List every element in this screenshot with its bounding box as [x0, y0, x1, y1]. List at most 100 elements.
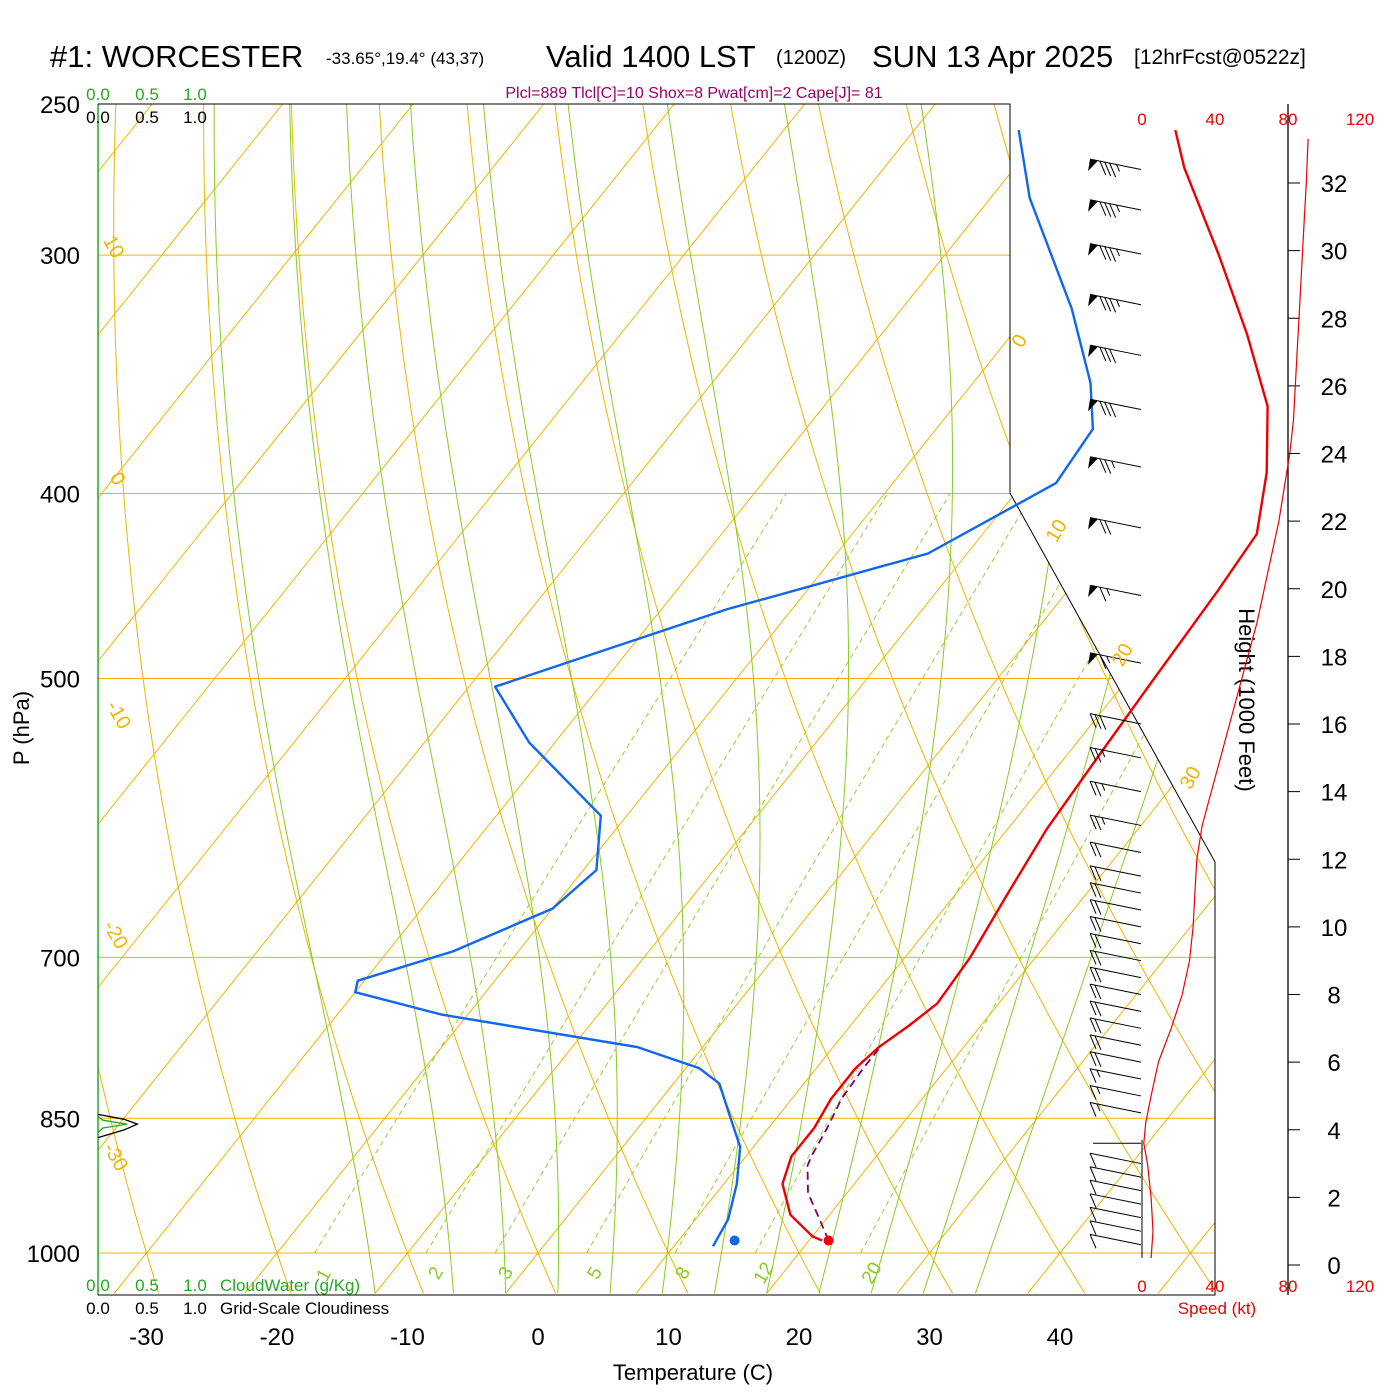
barb-half	[1101, 783, 1106, 791]
barb-full	[1089, 814, 1097, 830]
barb-staff	[1089, 841, 1142, 853]
barb-full	[1104, 459, 1112, 474]
thermo-grid	[0, 70, 1215, 1294]
x-tick-label: -20	[260, 1324, 295, 1351]
barb-staff	[1089, 1152, 1142, 1165]
barb-staff	[1089, 344, 1142, 356]
wind-barb	[1088, 199, 1142, 218]
barb-full	[1089, 916, 1097, 931]
barb-full	[1109, 348, 1117, 364]
barb-pennant	[1088, 652, 1098, 665]
barb-half	[1106, 655, 1111, 664]
x-tick-label: -30	[129, 1324, 164, 1351]
dry-adiabat-line	[0, 70, 26, 1293]
barb-full	[1094, 782, 1102, 797]
mixing-ratio-label: 20	[858, 1259, 887, 1288]
barb-full	[1099, 346, 1107, 362]
parcel-line	[806, 1046, 881, 1241]
pressure-tick-label: 300	[40, 243, 80, 270]
mixing-ratio-line	[586, 493, 1034, 1254]
isotherm-line	[98, 104, 702, 1294]
x-axis-title: Temperature (C)	[613, 1360, 773, 1385]
barb-full	[1104, 202, 1112, 217]
wind-barb	[1089, 1166, 1142, 1181]
barb-staff	[1089, 1051, 1142, 1063]
barb-staff	[1089, 780, 1142, 793]
barb-full	[1109, 203, 1117, 218]
wind-barb	[1089, 746, 1142, 763]
speed-axis-title: Speed (kt)	[1178, 1299, 1256, 1318]
barb-half	[1101, 817, 1106, 825]
moist-adiabat-line	[922, 104, 1215, 1294]
cloudiness-tick-bottom: 0.0	[86, 1299, 110, 1318]
dry-adiabat-line	[1158, 104, 1215, 1294]
barb-half	[1096, 1069, 1101, 1078]
barb-full	[1099, 201, 1107, 216]
barb-pennant	[1088, 345, 1098, 358]
isotherm-label: 10	[1042, 516, 1072, 546]
wind-barb	[1088, 652, 1142, 669]
sounding-series	[354, 129, 1269, 1247]
cloudwater-profile	[97, 1115, 128, 1134]
cloudiness-tick-top: 0.5	[135, 108, 159, 127]
cloudwater-tick-top: 0.5	[135, 85, 159, 104]
barb-full	[1104, 347, 1112, 363]
surface-dewpoint-marker	[729, 1235, 740, 1246]
barb-full	[1104, 520, 1112, 535]
height-tick-label: 4	[1327, 1118, 1340, 1145]
height-tick-label: 28	[1321, 306, 1348, 333]
barb-half	[1111, 460, 1116, 469]
wind-barb	[1089, 1152, 1142, 1168]
cloud-scale-ticks: 0.0 0.5 1.0 0.0 0.5 1.0 0.0 0.5 1.0 0.0 0.5 1.0	[86, 85, 207, 1318]
isotherm-label: 10	[98, 232, 128, 262]
wind-barb	[1088, 517, 1142, 535]
axes: Temperature (C) P (hPa) Height (1000 Fee…	[9, 92, 1374, 1385]
barb-full	[1089, 1068, 1097, 1083]
moist-adiabat-line	[480, 104, 618, 1294]
barb-pennant	[1088, 199, 1098, 212]
dry-adiabat-line	[290, 104, 557, 1294]
wind-barb	[1088, 456, 1142, 474]
title-valid: Valid 1400 LST	[546, 39, 756, 74]
dry-adiabat-line	[377, 104, 689, 1294]
barb-half	[1116, 248, 1120, 257]
height-tick-label: 2	[1327, 1185, 1340, 1212]
title-forecast: [12hrFcst@0522z]	[1134, 46, 1306, 69]
barb-staff	[1089, 652, 1142, 664]
barb-full	[1089, 950, 1097, 965]
wind-barb	[1089, 1179, 1142, 1195]
isotherm-line	[1157, 104, 1215, 1294]
height-tick-label: 6	[1327, 1050, 1340, 1077]
barb-staff	[1089, 1166, 1142, 1178]
wind-barb	[1088, 584, 1142, 602]
barb-full	[1089, 713, 1097, 728]
pressure-tick-label: 700	[40, 945, 80, 972]
wind-barb	[1089, 1233, 1142, 1249]
barb-full	[1104, 161, 1112, 177]
barb-staff	[1089, 456, 1142, 468]
mixing-ratio-line	[314, 493, 787, 1254]
speed-line	[1143, 138, 1309, 1259]
barb-half	[1101, 749, 1106, 758]
wind-barb	[1089, 1085, 1142, 1100]
height-tick-label: 24	[1321, 442, 1348, 469]
x-tick-label: 20	[786, 1324, 813, 1351]
surface-temperature-marker	[823, 1235, 834, 1246]
mixing-ratio-line	[674, 493, 1114, 1254]
barb-full	[1094, 917, 1102, 932]
barb-pennant	[1088, 399, 1098, 412]
barb-full	[1094, 951, 1102, 966]
barb-staff	[1089, 814, 1142, 826]
cloudiness-tick-bottom: 0.5	[135, 1299, 159, 1318]
barb-half	[1116, 164, 1120, 172]
barb-full	[1094, 1018, 1102, 1034]
barb-full	[1099, 296, 1107, 311]
dry-adiabat-line	[113, 104, 292, 1294]
moist-adiabat-line	[870, 104, 1077, 1294]
barb-staff	[1089, 882, 1142, 894]
barb-full	[1094, 842, 1102, 858]
barb-full	[1089, 1207, 1097, 1222]
wind-barb	[1089, 882, 1142, 898]
barb-staff	[1089, 983, 1142, 995]
